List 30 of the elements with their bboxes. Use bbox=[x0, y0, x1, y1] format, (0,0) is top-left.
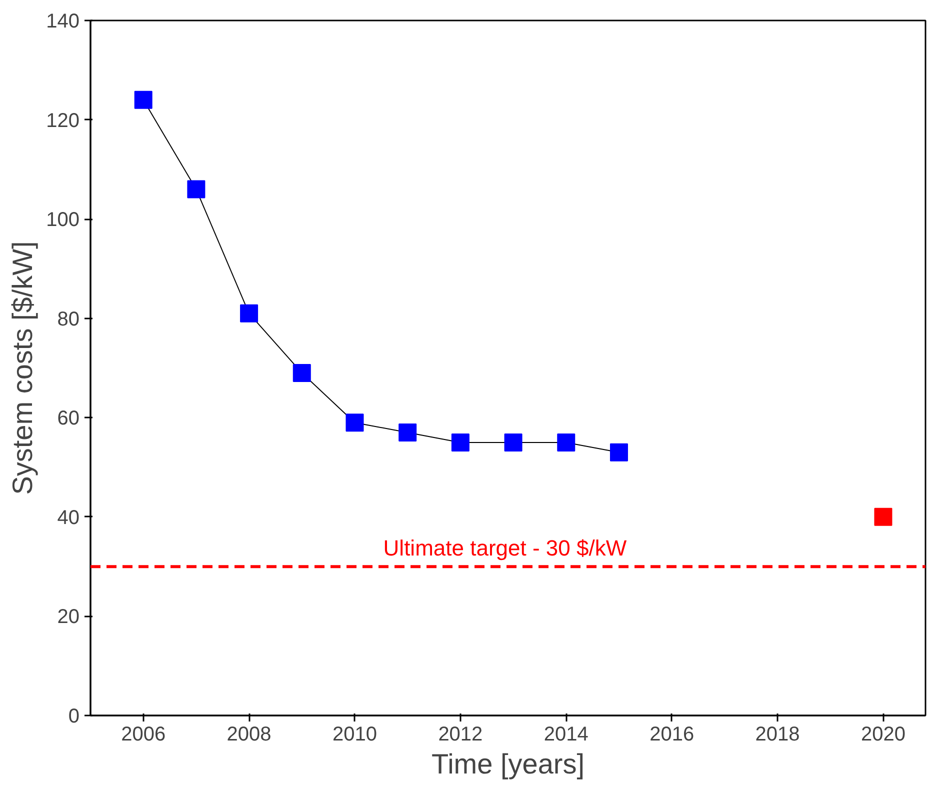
point bbox=[292, 364, 311, 382]
y-tick-label: 120 bbox=[46, 110, 80, 132]
point bbox=[240, 304, 258, 322]
x-tick-label: 2020 bbox=[860, 724, 906, 746]
x-tick-label: 2006 bbox=[121, 724, 166, 746]
x-axis-title: Time [years] bbox=[432, 748, 585, 780]
y-axis-title: System costs [$/kW] bbox=[7, 241, 38, 495]
point bbox=[874, 508, 892, 526]
point bbox=[504, 433, 522, 452]
y-tick-label: 20 bbox=[57, 606, 80, 628]
ref-line-label: Ultimate target - 30 $/kW bbox=[383, 536, 627, 561]
point bbox=[398, 424, 417, 442]
point bbox=[610, 443, 628, 462]
x-tick-label: 2014 bbox=[544, 724, 588, 746]
point bbox=[451, 433, 470, 452]
point bbox=[346, 414, 364, 432]
y-tick-label: 100 bbox=[46, 209, 80, 232]
x-tick-label: 2010 bbox=[332, 724, 377, 746]
point bbox=[134, 90, 152, 109]
y-tick-label: 140 bbox=[46, 10, 80, 32]
x-tick-label: 2012 bbox=[438, 724, 483, 746]
y-tick-label: 40 bbox=[57, 506, 80, 529]
x-tick-label: 2016 bbox=[650, 724, 694, 746]
x-tick-label: 2008 bbox=[226, 724, 272, 746]
x-tick-label: 2018 bbox=[755, 724, 800, 746]
point bbox=[187, 180, 206, 198]
y-tick-label: 60 bbox=[57, 408, 80, 430]
y-tick-label: 80 bbox=[57, 308, 80, 330]
point bbox=[557, 433, 576, 452]
y-tick-label: 0 bbox=[68, 706, 80, 728]
